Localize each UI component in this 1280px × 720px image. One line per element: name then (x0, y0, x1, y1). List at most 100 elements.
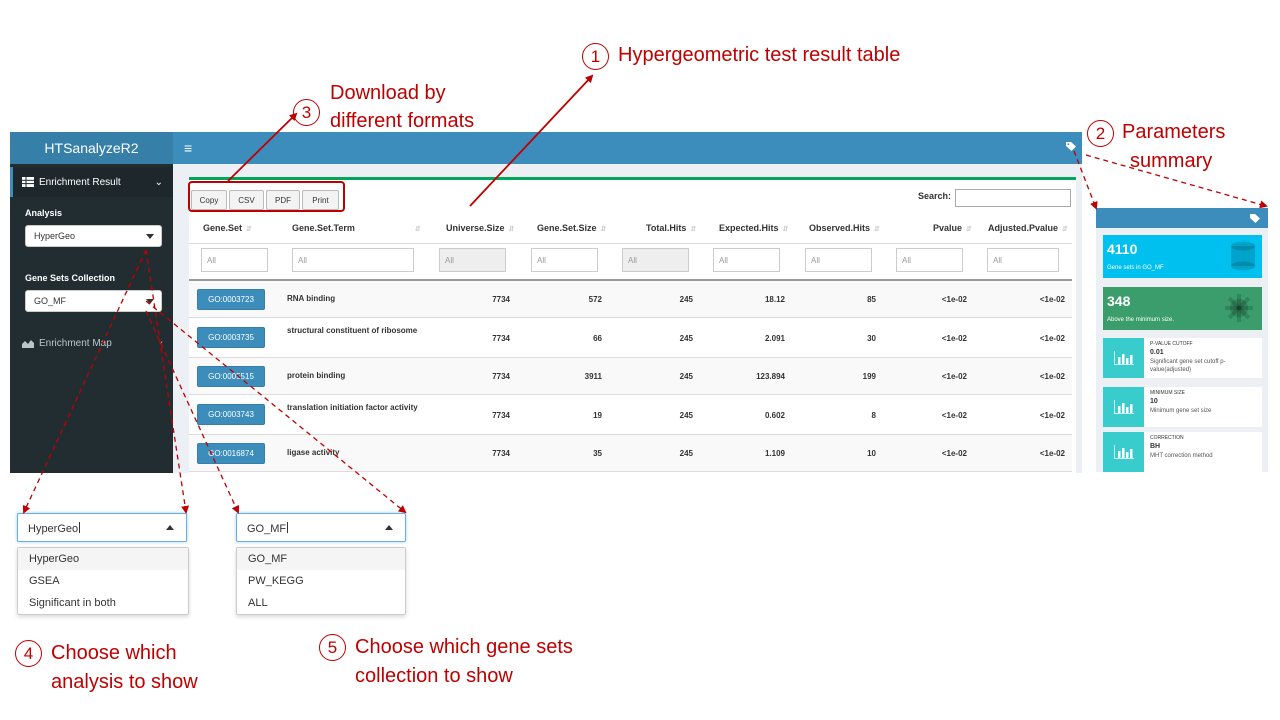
option-hypergeo[interactable]: HyperGeo (18, 548, 188, 570)
gene-set-button[interactable]: GO:0016874 (197, 443, 265, 464)
annotation-4-line1: Choose which (51, 642, 177, 664)
option-gsea[interactable]: GSEA (29, 575, 60, 587)
correction-box: CORRECTION BH MHT correction method (1103, 432, 1262, 472)
download-buttons-highlight (188, 181, 345, 212)
gene-set-term: structural constituent of ribosome (287, 326, 418, 335)
chevron-down-icon: ⌄ (154, 176, 163, 188)
column-header-pvalue[interactable]: Pvalue ⇵ (933, 223, 972, 233)
gene-set-button[interactable]: GO:0003735 (197, 327, 265, 348)
tags-icon[interactable] (1066, 142, 1076, 151)
gene-set-size-cell: 35 (593, 449, 602, 458)
column-header-gene-set[interactable]: Gene.Set ⇵ (203, 223, 252, 233)
option-pw-kegg[interactable]: PW_KEGG (248, 575, 304, 587)
print-button[interactable]: Print (302, 190, 339, 210)
gene-set-button[interactable]: GO:0003723 (197, 289, 265, 310)
filter-gene-set[interactable]: All (201, 248, 268, 272)
gene-sets-count-box: 4110 Gene sets in GO_MF (1103, 235, 1262, 278)
expected-hits-cell: 1.109 (764, 449, 785, 458)
tags-icon[interactable] (1250, 214, 1260, 223)
pvalue-cell: <1e-02 (941, 372, 967, 381)
copy-button[interactable]: Copy (191, 190, 227, 210)
pdf-button[interactable]: PDF (266, 190, 300, 210)
annotation-5-line2: collection to show (355, 665, 513, 687)
pvalue-cell: <1e-02 (941, 411, 967, 420)
sidebar-item-enrichment-map[interactable]: Enrichment Map ‹ (10, 328, 173, 358)
filter-gene-set-term[interactable]: All (292, 248, 414, 272)
pvalue-cell: <1e-02 (941, 334, 967, 343)
hamburger-menu-icon[interactable]: ≡ (184, 140, 193, 156)
sidebar-item-enrichment-result[interactable]: Enrichment Result ⌄ (10, 167, 173, 197)
gear-icon (1225, 294, 1253, 322)
column-header-adjusted-pvalue[interactable]: Adjusted.Pvalue ⇵ (988, 223, 1068, 233)
gene-set-term: ligase activity (287, 448, 340, 457)
sort-icon: ⇵ (782, 226, 789, 233)
gene-set-button[interactable]: GO:0005515 (197, 366, 265, 387)
caret-down-icon (146, 299, 154, 304)
collection-label: Gene Sets Collection (25, 273, 116, 283)
option-go-mf[interactable]: GO_MF (237, 548, 405, 570)
filter-expected-hits[interactable]: All (713, 248, 780, 272)
gene-set-size-cell: 66 (593, 334, 602, 343)
gene-set-size-cell: 572 (588, 295, 602, 304)
universe-size-cell: 7734 (492, 372, 510, 381)
correction-value: BH (1150, 443, 1161, 450)
table-row: GO:0016874 ligase activity 7734 35 245 1… (189, 435, 1072, 472)
analysis-options-list: HyperGeo GSEA Significant in both (17, 547, 189, 615)
column-header-universe-size[interactable]: Universe.Size ⇵ (446, 223, 515, 233)
analysis-dropdown-field[interactable]: HyperGeo (17, 513, 187, 542)
gene-set-button[interactable]: GO:0003743 (197, 404, 265, 425)
sort-icon: ⇵ (690, 226, 697, 233)
filter-pvalue[interactable]: All (896, 248, 963, 272)
sidebar-item-label: Enrichment Result (39, 176, 121, 188)
gene-sets-caption: Gene sets in GO_MF (1107, 265, 1164, 271)
annotation-4-line2: analysis to show (51, 671, 198, 693)
option-significant-in-both[interactable]: Significant in both (29, 597, 116, 609)
header-divider (189, 243, 1072, 244)
gene-sets-count: 4110 (1107, 241, 1138, 257)
adjusted-pvalue-cell: <1e-02 (1039, 372, 1065, 381)
gene-set-term: RNA binding (287, 294, 336, 303)
table-icon (22, 177, 34, 187)
column-header-total-hits[interactable]: Total.Hits ⇵ (646, 223, 697, 233)
filter-observed-hits[interactable]: All (805, 248, 872, 272)
column-header-gene-set-term[interactable]: Gene.Set.Term ⇵ (292, 223, 421, 233)
table-row: GO:0003735 structural constituent of rib… (189, 318, 1072, 358)
csv-button[interactable]: CSV (229, 190, 264, 210)
area-chart-icon (22, 338, 34, 348)
universe-size-cell: 7734 (492, 411, 510, 420)
analysis-label: Analysis (25, 208, 63, 218)
annotation-3-line1: Download by (330, 82, 446, 104)
annotation-2-line1: Parameters (1122, 121, 1226, 143)
table-row: GO:0003743 translation initiation factor… (189, 395, 1072, 435)
result-box: Copy CSV PDF Print Search: Gene.Set ⇵ Gen… (189, 177, 1076, 473)
gene-set-size-cell: 19 (593, 411, 602, 420)
filter-gene-set-size[interactable]: All (531, 248, 598, 272)
collection-dropdown-field[interactable]: GO_MF (236, 513, 406, 542)
column-header-gene-set-size[interactable]: Gene.Set.Size ⇵ (537, 223, 607, 233)
parameters-panel-header (1096, 208, 1268, 228)
sidebar-item-label: Enrichment Map (39, 337, 112, 349)
column-header-expected-hits[interactable]: Expected.Hits ⇵ (719, 223, 789, 233)
option-all[interactable]: ALL (248, 597, 268, 609)
pvalue-cutoff-value: 0.01 (1150, 349, 1164, 356)
minimum-size-desc: Minimum gene set size (1150, 408, 1212, 414)
annotation-3-line2: different formats (330, 110, 475, 132)
expected-hits-cell: 0.602 (764, 411, 785, 420)
minimum-size-value: 10 (1150, 398, 1158, 405)
annotation-2-line2: summary (1130, 150, 1213, 172)
search-input[interactable] (955, 189, 1071, 207)
column-header-observed-hits[interactable]: Observed.Hits ⇵ (809, 223, 880, 233)
caret-up-icon (166, 525, 174, 530)
sort-icon: ⇵ (508, 226, 515, 233)
filter-adjusted-pvalue[interactable]: All (987, 248, 1059, 272)
adjusted-pvalue-cell: <1e-02 (1039, 411, 1065, 420)
pvalue-cell: <1e-02 (941, 295, 967, 304)
sort-icon: ⇵ (966, 226, 972, 233)
top-navbar: ≡ (173, 132, 1082, 164)
collection-select[interactable]: GO_MF (25, 290, 162, 312)
collection-select-value: GO_MF (34, 296, 67, 306)
analysis-select[interactable]: HyperGeo (25, 225, 162, 247)
annotation-1-text: Hypergeometric test result table (618, 44, 901, 66)
table-row: GO:0003723 RNA binding 7734 572 245 18.1… (189, 281, 1072, 318)
app-logo[interactable]: HTSanalyzeR2 (10, 132, 173, 164)
